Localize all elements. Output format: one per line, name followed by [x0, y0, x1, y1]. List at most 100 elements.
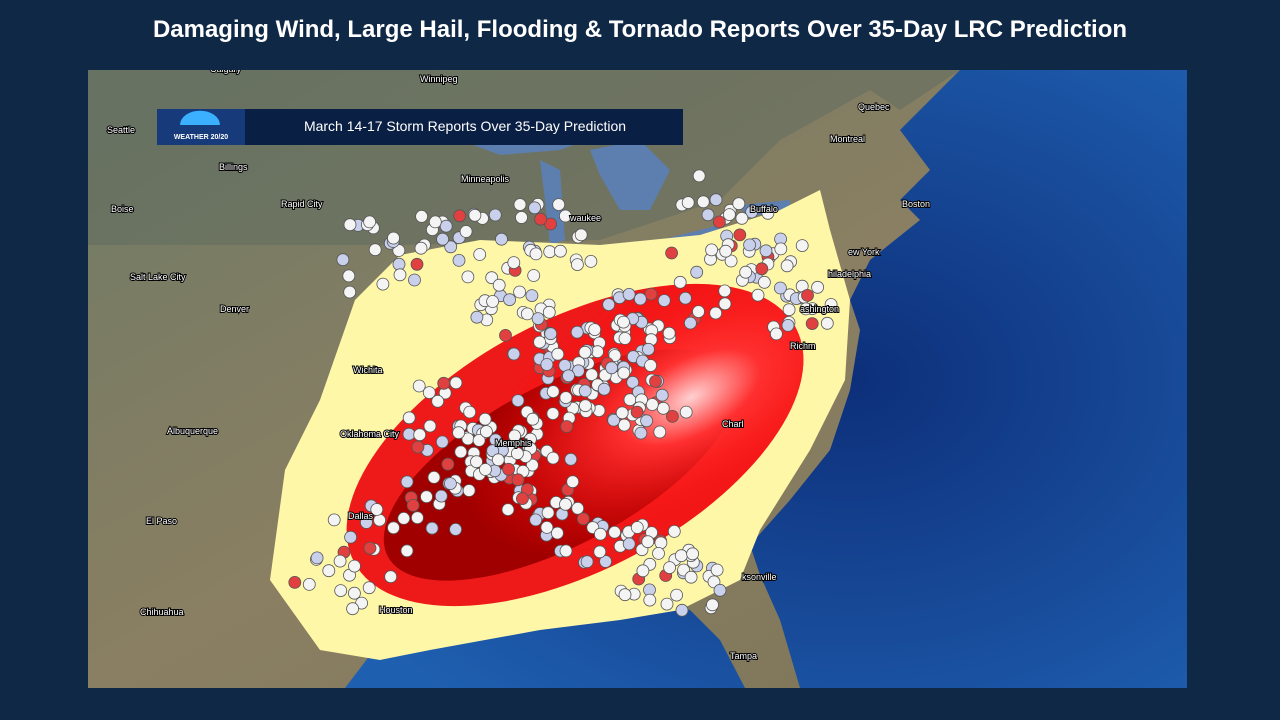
report-icon: [675, 603, 689, 617]
city-label: Seattle: [107, 125, 135, 135]
report-icon: [479, 425, 493, 439]
report-icon: [759, 244, 773, 258]
report-icon: [673, 275, 687, 289]
report-icon: [392, 257, 406, 271]
report-icon: [402, 427, 416, 441]
report-icon: [643, 593, 657, 607]
report-icon: [559, 209, 572, 223]
report-icon: [585, 368, 599, 382]
report-icon: [571, 501, 585, 515]
report-icon: [439, 219, 453, 233]
report-icon: [645, 398, 659, 411]
report-icon: [559, 497, 572, 511]
report-icon: [507, 347, 521, 361]
report-icon: [654, 536, 668, 550]
report-icon: [452, 426, 466, 440]
report-icon: [336, 253, 350, 267]
city-label: ashington: [800, 304, 839, 314]
city-label: Quebec: [858, 102, 890, 112]
report-icon: [653, 425, 667, 439]
logo: WEATHER 20/20: [174, 134, 228, 141]
report-icon: [370, 503, 384, 516]
report-icon: [578, 384, 592, 398]
report-icon: [436, 232, 450, 246]
report-icon: [705, 243, 718, 257]
report-icon: [529, 513, 543, 527]
report-icon: [410, 257, 424, 271]
city-label: Dallas: [348, 511, 374, 521]
report-icon: [322, 564, 336, 578]
report-icon: [461, 270, 475, 284]
report-icon: [801, 288, 814, 302]
report-icon: [663, 561, 676, 574]
report-icon: [674, 549, 688, 563]
report-icon: [534, 212, 547, 226]
report-icon: [528, 201, 541, 215]
risk-core: [346, 283, 804, 607]
report-icon: [423, 419, 437, 433]
report-icon: [719, 244, 733, 258]
banner-text: March 14-17 Storm Reports Over 35-Day Pr…: [304, 118, 626, 134]
report-icon: [434, 489, 448, 503]
report-icon: [515, 211, 528, 224]
report-icon: [574, 228, 588, 242]
report-icon: [554, 244, 567, 258]
report-icon: [546, 385, 560, 399]
report-icon: [594, 527, 607, 541]
report-icon: [751, 288, 765, 302]
report-icon: [588, 323, 602, 337]
report-icon: [459, 225, 473, 238]
report-icon: [387, 231, 400, 245]
report-icon: [508, 429, 521, 443]
report-icon: [511, 394, 525, 408]
city-label: Boise: [111, 204, 134, 214]
report-icon: [470, 455, 483, 469]
report-icon: [513, 285, 526, 299]
report-icon: [584, 254, 598, 268]
report-icon: [310, 551, 324, 565]
report-icon: [641, 535, 655, 549]
report-icon: [543, 245, 557, 259]
report-icon: [701, 208, 715, 222]
city-label: ksonville: [742, 572, 777, 582]
report-icon: [501, 503, 515, 517]
report-icon: [657, 294, 671, 307]
report-icon: [533, 335, 546, 349]
report-icon: [665, 246, 678, 260]
report-icon: [435, 435, 449, 449]
report-icon: [660, 597, 674, 611]
report-icon: [679, 405, 693, 419]
report-icon: [713, 215, 726, 229]
report-icon: [640, 414, 653, 428]
banner: WEATHER 20/20 March 14-17 Storm Reports …: [157, 109, 683, 145]
report-icon: [799, 302, 813, 316]
report-icon: [343, 285, 357, 299]
report-icon: [617, 418, 631, 432]
report-icon: [820, 316, 834, 330]
report-icon: [384, 570, 398, 584]
report-icon: [615, 406, 629, 420]
report-icon: [630, 521, 644, 534]
report-icon: [408, 273, 421, 287]
report-icon: [502, 462, 516, 476]
report-icon: [495, 232, 508, 246]
report-icon: [805, 317, 819, 331]
report-icon: [684, 570, 698, 584]
report-icon: [636, 564, 650, 578]
report-icon: [710, 563, 724, 577]
report-icon: [735, 211, 749, 225]
city-label: Richm: [790, 341, 816, 351]
report-icon: [540, 521, 554, 534]
report-icon: [541, 506, 555, 520]
report-icon: [745, 205, 758, 219]
report-icon: [617, 315, 630, 329]
report-icon: [516, 492, 529, 506]
report-icon: [723, 208, 736, 222]
report-icon: [531, 312, 545, 326]
report-icon: [578, 345, 592, 359]
report-icon: [591, 345, 604, 359]
report-icon: [562, 369, 575, 383]
report-icon: [681, 196, 695, 210]
report-icon: [400, 475, 414, 489]
report-icon: [564, 452, 578, 466]
